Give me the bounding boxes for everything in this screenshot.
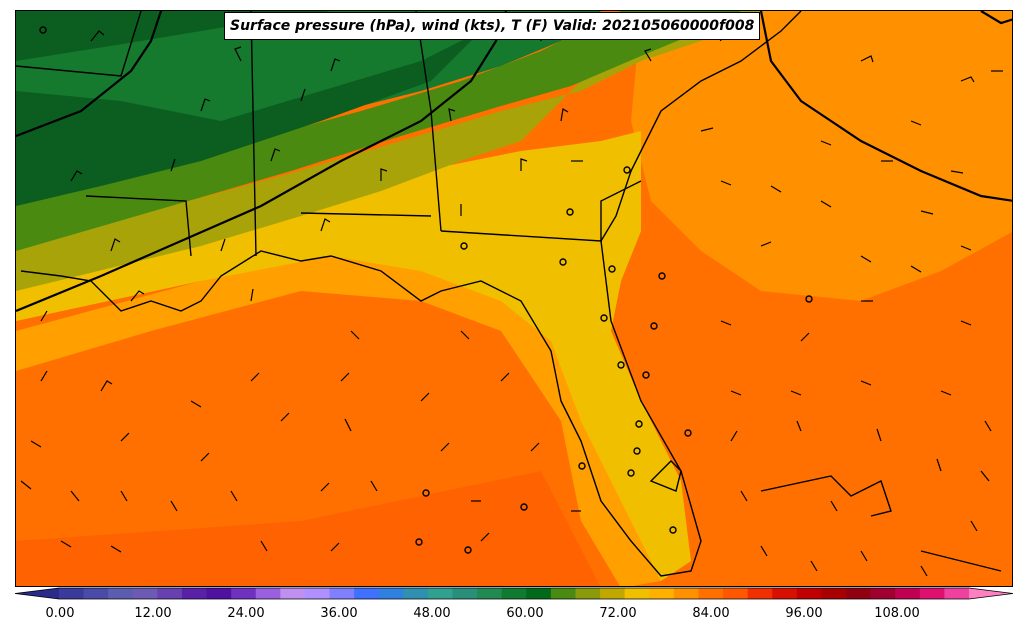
boundaries <box>16 11 1002 577</box>
isobars <box>16 11 1012 313</box>
colorbar-segment <box>304 588 331 599</box>
colorbar-segment <box>919 588 945 599</box>
colorbar-segment <box>723 588 749 599</box>
colorbar-tick-label: 36.00 <box>320 606 358 621</box>
colorbar-segment <box>944 588 970 599</box>
colorbar-under-arrow <box>15 588 59 599</box>
colorbar-segment <box>846 588 872 599</box>
colorbar-segment <box>747 588 773 599</box>
colorbar-tick-label: 96.00 <box>785 606 823 621</box>
colorbar-segment <box>83 588 109 599</box>
colorbar-tick-label: 48.00 <box>413 606 451 621</box>
colorbar-segment <box>550 588 576 599</box>
colorbar-segment <box>329 588 355 599</box>
colorbar-tick-label: 12.00 <box>134 606 172 621</box>
colorbar-segment <box>452 588 478 599</box>
colorbar-segment <box>181 588 208 599</box>
colorbar-segment <box>378 588 404 599</box>
colorbar-segment <box>649 588 675 599</box>
colorbar-segment <box>526 588 552 599</box>
map-title: Surface pressure (hPa), wind (kts), T (F… <box>224 12 761 40</box>
weather-map <box>16 11 1012 586</box>
wind-barbs <box>20 27 1003 577</box>
colorbar-segment <box>59 588 85 599</box>
colorbar-segment <box>403 588 429 599</box>
colorbar-over-arrow <box>969 588 1013 599</box>
temp-fill-olive <box>16 11 741 251</box>
colorbar-segment <box>477 588 503 599</box>
colorbar-segment <box>624 588 650 599</box>
colorbar-segment <box>796 588 822 599</box>
colorbar-segment <box>673 588 699 599</box>
colorbar-segment <box>206 588 232 599</box>
colorbar-segment <box>231 588 257 599</box>
colorbar-segment <box>280 588 306 599</box>
temp-fill-yellow-olive <box>16 11 761 291</box>
temp-fill-dark-green <box>16 11 481 206</box>
map-panel <box>15 10 1013 587</box>
colorbar-tick-label: 0.00 <box>45 606 75 621</box>
colorbar-segment <box>157 588 183 599</box>
colorbar-segment <box>600 588 626 599</box>
colorbar-tick-label: 60.00 <box>506 606 544 621</box>
temp-fill-deep-orange-gulf <box>16 471 600 586</box>
colorbar-segment <box>427 588 454 599</box>
colorbar-segment <box>255 588 281 599</box>
temperature-colorbar <box>14 587 1014 600</box>
colorbar-segment <box>698 588 724 599</box>
colorbar-tick-labels: 0.00 12.00 24.00 36.00 48.00 60.00 72.00 84.00 9… <box>0 606 1022 628</box>
colorbar-segment <box>575 588 601 599</box>
colorbar-segment <box>108 588 134 599</box>
colorbar-tick-label: 72.00 <box>599 606 637 621</box>
temp-fill-orange-atlantic <box>631 11 1012 301</box>
colorbar-segment <box>132 588 158 599</box>
colorbar-tick-label: 108.00 <box>874 606 920 621</box>
colorbar-segment <box>772 588 798 599</box>
colorbar-tick-label: 84.00 <box>692 606 730 621</box>
colorbar-segment <box>895 588 921 599</box>
colorbar-segment <box>354 588 380 599</box>
colorbar-segment <box>821 588 847 599</box>
colorbar-segment <box>501 588 527 599</box>
colorbar-segment <box>870 588 896 599</box>
calm-markers <box>39 26 813 554</box>
colorbar-tick-label: 24.00 <box>227 606 265 621</box>
colorbar-outline <box>14 587 1014 600</box>
